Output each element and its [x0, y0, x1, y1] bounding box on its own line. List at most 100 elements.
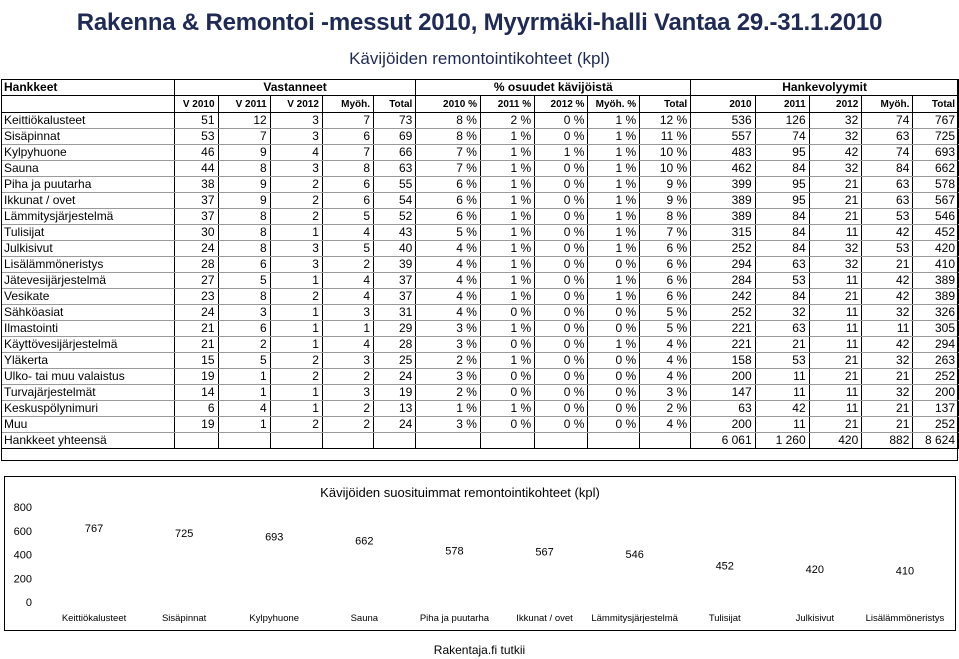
table-cell: 5 — [322, 208, 375, 225]
table-cell: 662 — [912, 160, 959, 177]
table-cell: 263 — [912, 352, 959, 369]
table-cell: 7 — [322, 144, 375, 161]
table-cell: 21 — [809, 416, 863, 433]
table-cell: 147 — [690, 384, 756, 401]
table-cell: 3 — [270, 160, 323, 177]
table-cell: 8 — [218, 208, 271, 225]
table-row: Ulko- tai muu valaistus 19 1 2 2 24 3 % 0 % 0 % 0… — [1, 368, 959, 385]
footer-source: Rakentaja.fi tutkii — [433, 643, 526, 657]
table-cell: 1 % — [480, 224, 536, 241]
table-cell: 6 % — [639, 272, 692, 289]
table-cell: 84 — [861, 160, 914, 177]
table-cell: 0 % — [587, 304, 641, 321]
table-cell: 2 — [270, 176, 323, 193]
table-cell: 21 — [809, 352, 863, 369]
table-row: Vesikate 23 8 2 4 37 4 % 1 % 0 % 1 % 6 % 242 84 21 42 3… — [1, 288, 959, 305]
table-cell: 126 — [755, 112, 810, 129]
table-cell: 32 — [861, 304, 914, 321]
y-tick-label: 0 — [26, 597, 32, 609]
table-cell: 137 — [912, 400, 959, 417]
bar — [419, 533, 490, 602]
table-cell: 0 % — [587, 384, 641, 401]
table-cell: 1 % — [480, 128, 536, 145]
table-cell: 42 — [861, 288, 914, 305]
table-cell: 6 — [218, 256, 271, 273]
table-cell: 242 — [690, 288, 756, 305]
table-cell: 5 % — [415, 224, 481, 241]
table-cell: 6 % — [639, 256, 692, 273]
sub-header-cell: V 2011 — [218, 95, 271, 113]
table-cell: 21 — [861, 368, 914, 385]
table-cell: 410 — [912, 256, 959, 273]
table-cell: 11 — [755, 384, 810, 401]
x-tick-label: Lämmitysjärjestelmä — [591, 613, 678, 624]
row-label: Ikkunat / ovet — [1, 192, 175, 209]
table-cell: 21 — [809, 288, 863, 305]
table-cell: 4 % — [415, 256, 481, 273]
table-cell: 1 — [270, 400, 323, 417]
table-cell: 24 — [174, 304, 219, 321]
row-label: Keskuspölynimuri — [1, 400, 175, 417]
table-cell: 0 % — [480, 336, 536, 353]
table-cell: 32 — [809, 256, 863, 273]
table-cell: 6 — [322, 176, 375, 193]
table-cell: 2 % — [639, 400, 692, 417]
sub-header-cell: 2011 — [755, 95, 810, 113]
table-cell: 6 — [322, 192, 375, 209]
table-cell: 2 — [270, 368, 323, 385]
table-cell: 0 % — [534, 400, 589, 417]
table-cell: 1 % — [480, 352, 536, 369]
table-cell: 46 — [174, 144, 219, 161]
table-cell: 4 % — [415, 288, 481, 305]
x-tick-label: Sauna — [351, 613, 379, 624]
bar-value-label: 662 — [355, 535, 373, 547]
table-cell: 6 % — [415, 176, 481, 193]
table-cell: 24 — [174, 240, 219, 257]
table-cell: 6 061 — [690, 432, 756, 449]
table-cell: 21 — [861, 416, 914, 433]
table-cell: 0 % — [534, 320, 589, 337]
table-cell: 12 % — [639, 112, 692, 129]
table-cell: 420 — [809, 432, 863, 449]
table-cell: 4 % — [639, 416, 692, 433]
table-cell: 767 — [912, 112, 959, 129]
x-tick-label: Tulisijat — [709, 613, 741, 624]
table-cell: 1 % — [587, 288, 641, 305]
table-cell: 0 % — [534, 192, 589, 209]
table-cell: 63 — [373, 160, 417, 177]
table-cell — [415, 432, 481, 449]
table-cell: 3 % — [415, 416, 481, 433]
table-cell: 42 — [861, 224, 914, 241]
table-cell: 32 — [809, 128, 863, 145]
table-cell: 1 % — [587, 240, 641, 257]
table-cell: 5 — [322, 240, 375, 257]
table-cell: 0 % — [534, 176, 589, 193]
table-cell: 23 — [174, 288, 219, 305]
x-tick-label: Sisäpinnat — [162, 613, 207, 624]
table-cell: 4 % — [639, 368, 692, 385]
table-cell: 9 — [218, 144, 271, 161]
table-cell: 1 % — [480, 208, 536, 225]
table-cell — [174, 432, 219, 449]
table-cell: 28 — [174, 256, 219, 273]
table-cell: 15 — [174, 352, 219, 369]
sub-header-cell: 2010 % — [415, 95, 481, 113]
table-cell: 0 % — [534, 416, 589, 433]
table-cell: 2 — [270, 192, 323, 209]
table-cell: 10 % — [639, 144, 692, 161]
table-row: Sisäpinnat 53 7 3 6 69 8 % 1 % 0 % 1 % 11 % 557 74 32… — [1, 128, 959, 145]
table-cell: 420 — [912, 240, 959, 257]
table-cell: 42 — [861, 336, 914, 353]
table-cell: 37 — [373, 272, 417, 289]
header-osuudet: % osuudet kävijöistä — [415, 79, 692, 96]
table-cell: 32 — [861, 384, 914, 401]
table-cell: 315 — [690, 224, 756, 241]
table-cell: 1 — [270, 320, 323, 337]
table-cell: 0 % — [534, 384, 589, 401]
table-cell: 305 — [912, 320, 959, 337]
table-cell: 21 — [809, 192, 863, 209]
table-cell: 252 — [912, 416, 959, 433]
table-cell: 8 % — [415, 112, 481, 129]
row-label: Sisäpinnat — [1, 128, 175, 145]
y-tick-label: 200 — [14, 573, 32, 585]
